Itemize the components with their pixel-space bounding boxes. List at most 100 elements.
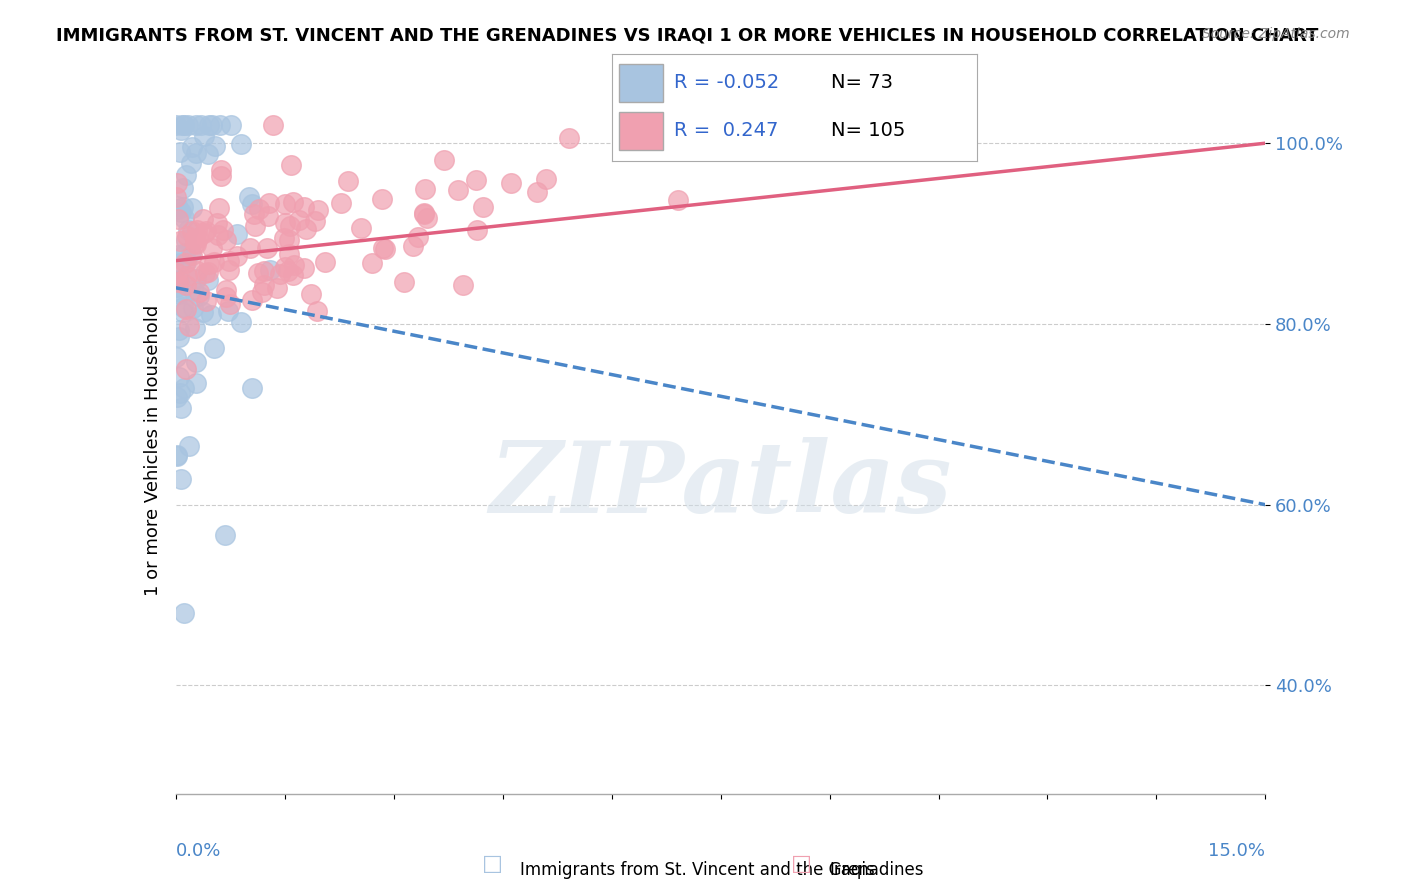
Point	[408, 230, 430, 244]
Point	[246, 266, 269, 280]
Point	[188, 288, 211, 302]
Y-axis label: 1 or more Vehicles in Household: 1 or more Vehicles in Household	[143, 305, 162, 596]
Point	[278, 219, 301, 234]
Point	[166, 450, 188, 464]
Point	[277, 247, 299, 261]
Bar	[619, 112, 662, 150]
Point	[256, 210, 278, 224]
Point	[181, 301, 204, 316]
Point	[166, 212, 188, 227]
Point	[394, 275, 416, 289]
Point	[200, 309, 222, 323]
Point	[280, 158, 302, 172]
Point	[240, 381, 263, 395]
Text: 0.0%: 0.0%	[176, 842, 221, 860]
Point	[501, 176, 523, 190]
Point	[176, 229, 198, 244]
Point	[274, 216, 297, 230]
Point	[184, 355, 207, 369]
Text: Iraqis: Iraqis	[830, 861, 876, 879]
Point	[361, 256, 384, 270]
Point	[180, 156, 202, 170]
Point	[172, 300, 194, 314]
Point	[172, 118, 194, 132]
Point	[371, 192, 394, 206]
Point	[184, 376, 207, 391]
Point	[166, 199, 188, 213]
Point	[472, 200, 495, 214]
Point	[166, 448, 188, 462]
Point	[173, 211, 195, 226]
Point	[180, 245, 202, 260]
Point	[169, 386, 191, 401]
Point	[277, 233, 299, 247]
Point	[252, 285, 274, 300]
Point	[166, 279, 188, 293]
Point	[187, 231, 209, 245]
Point	[174, 301, 197, 316]
Point	[231, 136, 253, 151]
Point	[169, 256, 191, 270]
Point	[201, 118, 224, 132]
Point	[526, 185, 548, 199]
Point	[166, 247, 188, 261]
Point	[174, 256, 197, 270]
Point	[184, 237, 207, 252]
Point	[195, 293, 218, 308]
Point	[201, 241, 224, 255]
Point	[173, 606, 195, 620]
Point	[194, 267, 217, 281]
Point	[218, 263, 240, 277]
Point	[167, 323, 190, 337]
Point	[240, 293, 263, 308]
Point	[204, 138, 226, 153]
Point	[215, 283, 238, 297]
Point	[215, 233, 238, 247]
Point	[169, 285, 191, 299]
Point	[207, 216, 229, 230]
Point	[262, 118, 284, 132]
Point	[307, 202, 329, 217]
Point	[465, 222, 488, 236]
Point	[215, 290, 238, 304]
Point	[208, 201, 231, 215]
Point	[259, 263, 281, 277]
Point	[373, 241, 395, 255]
Point	[337, 174, 360, 188]
Bar	[619, 64, 662, 102]
Point	[177, 118, 200, 132]
Point	[243, 206, 266, 220]
Point	[666, 193, 689, 207]
Point	[558, 131, 581, 145]
Text: R =  0.247: R = 0.247	[673, 121, 778, 140]
Point	[193, 128, 215, 143]
Point	[169, 123, 191, 137]
Point	[277, 264, 299, 278]
Point	[191, 305, 214, 319]
Point	[304, 214, 326, 228]
Point	[176, 268, 198, 283]
Point	[269, 267, 291, 281]
Text: N= 105: N= 105	[831, 121, 905, 140]
Point	[166, 274, 188, 288]
Point	[186, 264, 208, 278]
Point	[173, 381, 195, 395]
Point	[170, 205, 193, 219]
Point	[305, 304, 328, 318]
Point	[169, 472, 191, 486]
Point	[169, 273, 191, 287]
Point	[193, 226, 215, 240]
Point	[184, 146, 207, 161]
Point	[166, 390, 188, 404]
Point	[416, 211, 439, 226]
Point	[176, 278, 198, 293]
Point	[181, 224, 204, 238]
Point	[190, 118, 212, 132]
Point	[166, 190, 188, 204]
Point	[166, 118, 188, 132]
Point	[176, 233, 198, 247]
Point	[283, 258, 305, 272]
Point	[209, 169, 232, 183]
Point	[172, 304, 194, 318]
Point	[217, 304, 239, 318]
